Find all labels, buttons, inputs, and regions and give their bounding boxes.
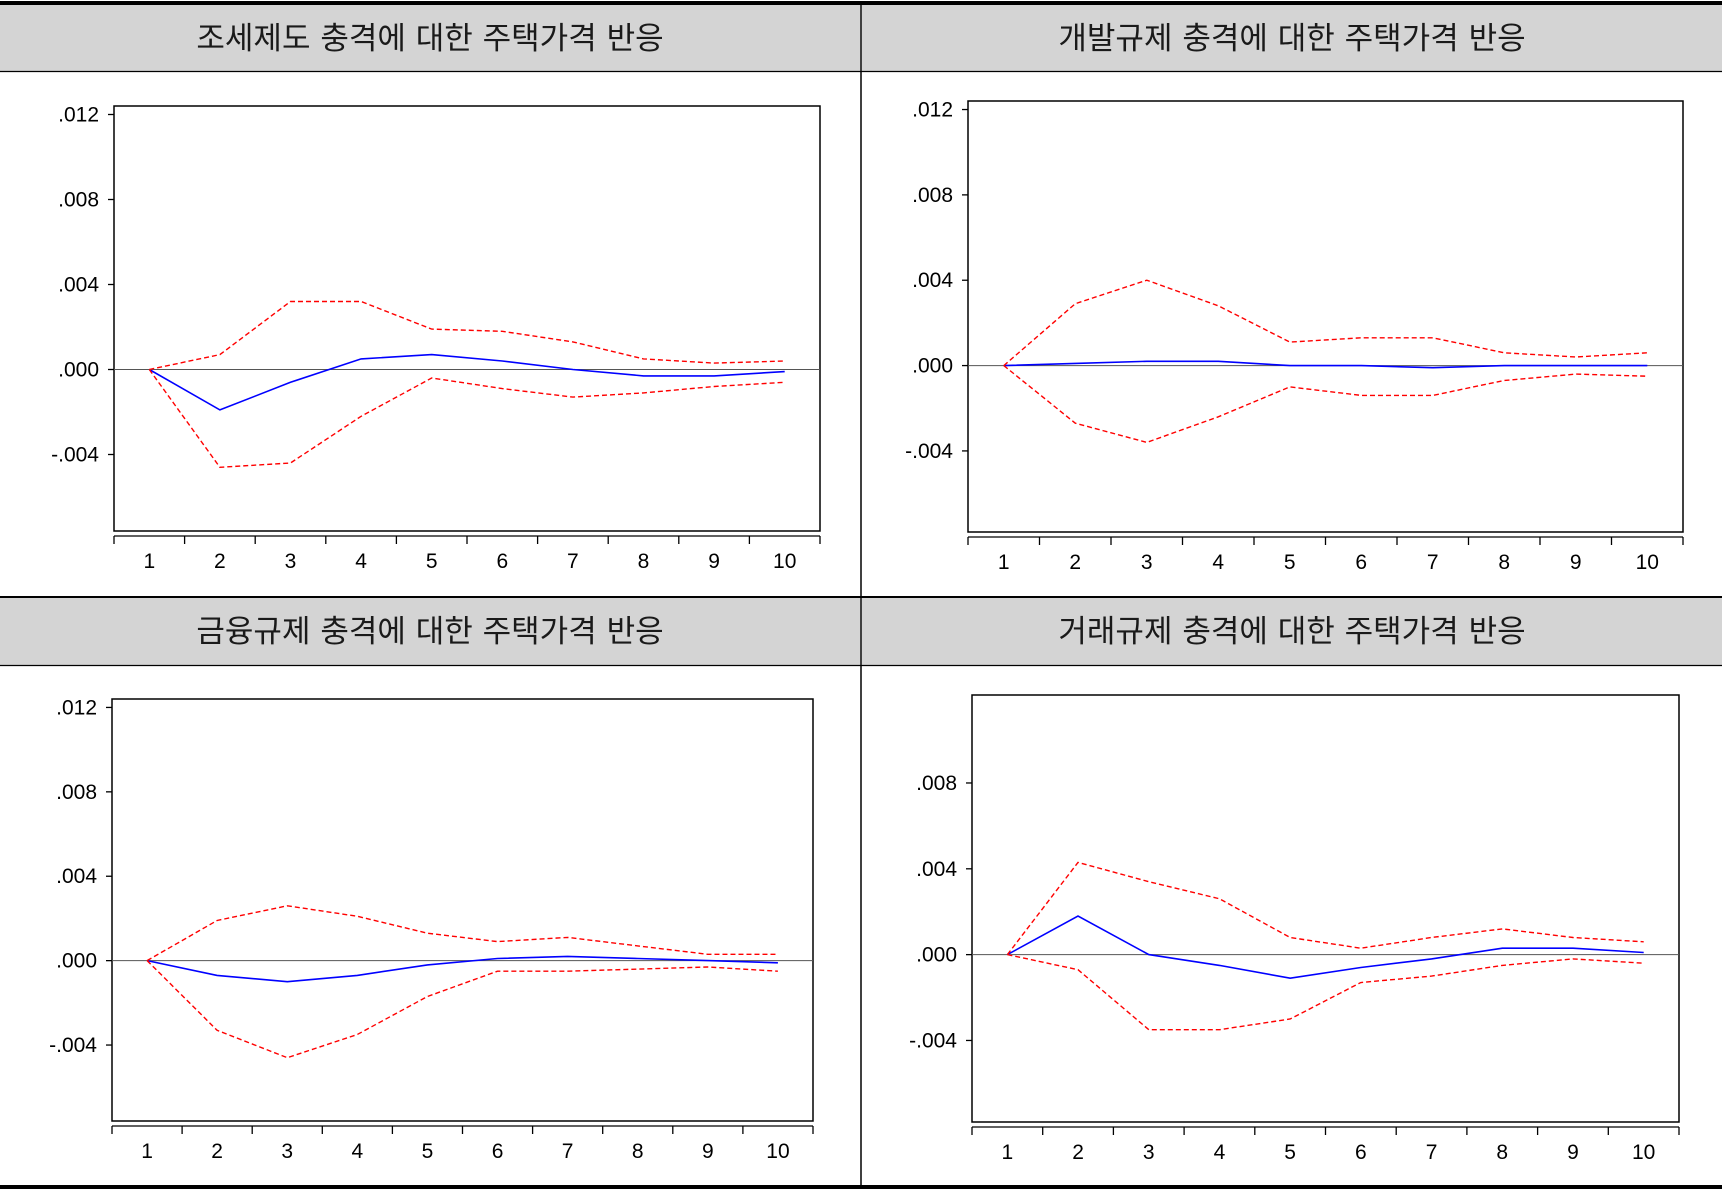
y-tick-label-tax: .004	[58, 274, 99, 297]
y-tick-label-tax: .000	[58, 359, 99, 382]
x-tick-label-tax: 3	[285, 550, 297, 573]
x-tick-label-tax: 10	[773, 550, 796, 573]
y-tick-label-tax: .012	[58, 104, 99, 127]
panel-header-development: 개발규제 충격에 대한 주택가격 반응	[862, 4, 1722, 71]
x-tick-label-transaction: 3	[1143, 1141, 1155, 1164]
x-tick-label-finance: 6	[492, 1140, 504, 1163]
x-tick-label-development: 4	[1212, 551, 1224, 574]
plot-frame-transaction	[971, 694, 1680, 1123]
x-tick-label-tax: 9	[708, 550, 720, 573]
chart-title-development: 개발규제 충격에 대한 주택가격 반응	[1058, 21, 1525, 57]
x-tick-label-transaction: 7	[1426, 1141, 1438, 1164]
x-tick-label-transaction: 10	[1632, 1141, 1655, 1164]
lower-band-line-finance	[146, 960, 778, 1059]
lower-band-line-transaction	[1007, 953, 1644, 1031]
x-tick-label-finance: 1	[141, 1140, 153, 1163]
x-tick-label-finance: 8	[632, 1140, 644, 1163]
plot-frame-finance	[111, 698, 814, 1122]
response-line-transaction	[1007, 915, 1644, 980]
upper-band-line-transaction	[1006, 861, 1644, 956]
y-tick-label-tax: .008	[58, 189, 99, 212]
y-tick-label-development: .000	[912, 355, 953, 378]
x-tick-label-transaction: 6	[1355, 1141, 1367, 1164]
chart-title-finance: 금융규제 충격에 대한 주택가격 반응	[196, 614, 663, 650]
y-tick-label-development: .012	[912, 99, 953, 122]
y-tick-label-tax: -.004	[51, 444, 99, 467]
x-tick-label-tax: 7	[567, 550, 579, 573]
x-tick-label-development: 7	[1427, 551, 1439, 574]
panel-header-finance: 금융규제 충격에 대한 주택가격 반응	[0, 597, 860, 665]
x-tick-label-tax: 4	[355, 550, 367, 573]
y-tick-label-transaction: .000	[916, 944, 957, 967]
irf-chart-development: .012 .008 .004 .000 -.004 1 2 3 4 5 6 7 8 9 10	[905, 99, 1684, 574]
x-tick-label-transaction: 5	[1284, 1141, 1296, 1164]
x-tick-label-tax: 1	[143, 550, 155, 573]
irf-chart-tax: .012 .008 .004 .000 -.004 1 2 3 4 5 6 7 8 9 10	[51, 104, 821, 573]
plot-frame-development	[967, 100, 1684, 533]
response-line-tax	[148, 353, 785, 411]
x-tick-label-finance: 5	[422, 1140, 434, 1163]
x-tick-label-finance: 7	[562, 1140, 574, 1163]
x-tick-label-development: 10	[1636, 551, 1659, 574]
upper-band-line-development	[1003, 279, 1648, 367]
upper-band-line-tax	[149, 300, 785, 371]
y-tick-label-development: .008	[912, 184, 953, 207]
y-tick-label-development: .004	[912, 269, 953, 292]
y-tick-label-finance: .008	[56, 781, 97, 804]
y-tick-label-finance: -.004	[49, 1034, 97, 1057]
x-tick-label-development: 2	[1069, 551, 1081, 574]
x-tick-label-development: 9	[1570, 551, 1582, 574]
panel-header-tax: 조세제도 충격에 대한 주택가격 반응	[0, 4, 860, 71]
plot-frame-tax	[113, 105, 821, 532]
x-tick-label-finance: 3	[281, 1140, 293, 1163]
y-tick-label-transaction: .008	[916, 772, 957, 795]
y-tick-label-finance: .004	[56, 865, 97, 888]
y-tick-label-transaction: .004	[916, 858, 957, 881]
x-tick-label-development: 5	[1284, 551, 1296, 574]
x-tick-label-transaction: 4	[1214, 1141, 1226, 1164]
irf-chart-transaction: .008 .004 .000 -.004 1 2 3 4 5 6 7 8 9 10	[909, 694, 1680, 1164]
x-tick-label-finance: 9	[702, 1140, 714, 1163]
x-tick-label-transaction: 9	[1567, 1141, 1579, 1164]
x-tick-label-transaction: 1	[1002, 1141, 1014, 1164]
y-tick-label-transaction: -.004	[909, 1029, 957, 1052]
chart-title-transaction: 거래규제 충격에 대한 주택가격 반응	[1058, 614, 1525, 650]
x-tick-label-development: 1	[998, 551, 1010, 574]
x-tick-label-finance: 10	[766, 1140, 789, 1163]
x-tick-label-tax: 6	[496, 550, 508, 573]
x-tick-label-tax: 5	[426, 550, 438, 573]
lower-band-line-development	[1003, 365, 1648, 444]
x-tick-label-finance: 2	[211, 1140, 223, 1163]
x-tick-label-tax: 2	[214, 550, 226, 573]
x-tick-label-development: 6	[1355, 551, 1367, 574]
chart-title-tax: 조세제도 충격에 대한 주택가격 반응	[196, 21, 663, 57]
y-tick-label-development: -.004	[905, 440, 953, 463]
y-tick-label-finance: .012	[56, 696, 97, 719]
upper-band-line-finance	[146, 905, 778, 962]
lower-band-line-tax	[148, 369, 785, 469]
x-tick-label-development: 8	[1498, 551, 1510, 574]
y-tick-label-finance: .000	[56, 950, 97, 973]
irf-chart-finance: .012 .008 .004 .000 -.004 1 2 3 4 5 6 7 8 9 10	[49, 696, 814, 1163]
x-tick-label-finance: 4	[352, 1140, 364, 1163]
x-tick-label-tax: 8	[638, 550, 650, 573]
x-tick-label-development: 3	[1141, 551, 1153, 574]
response-line-development	[1003, 360, 1648, 369]
panel-header-transaction: 거래규제 충격에 대한 주택가격 반응	[862, 597, 1722, 665]
response-line-finance	[146, 955, 778, 983]
x-tick-label-transaction: 8	[1496, 1141, 1508, 1164]
x-tick-label-transaction: 2	[1072, 1141, 1084, 1164]
